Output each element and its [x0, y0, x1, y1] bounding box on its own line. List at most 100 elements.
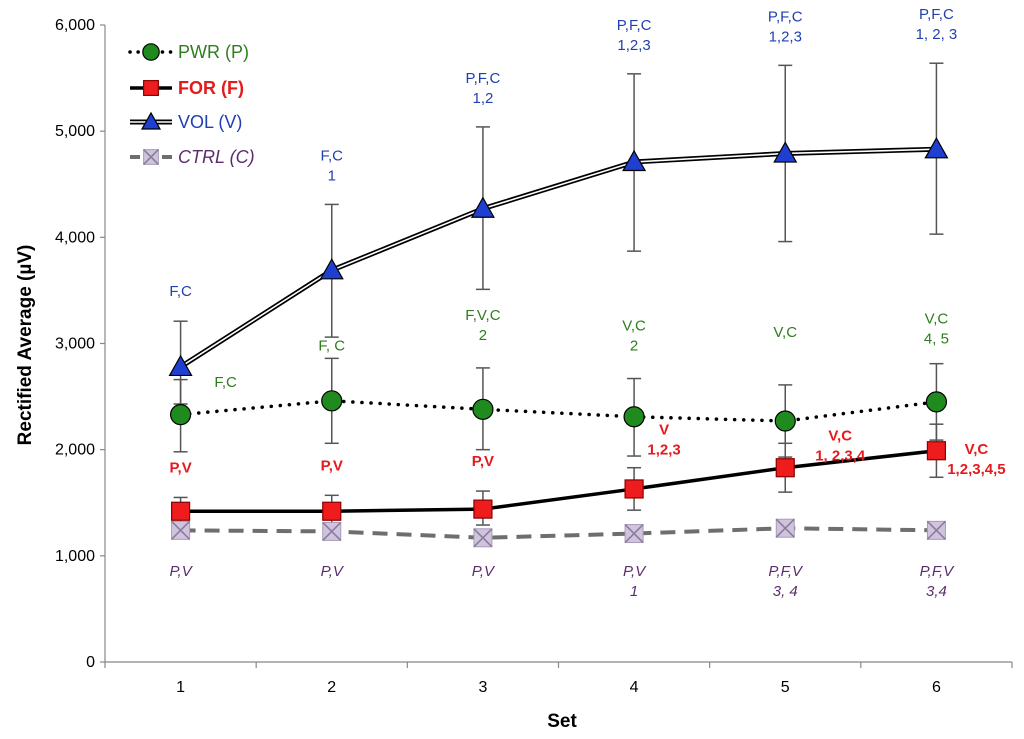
annotation-vol-line2: 1, 2, 3	[916, 26, 958, 43]
data-point-vol	[168, 354, 193, 377]
series-line-ctrl	[180, 526, 937, 540]
legend-label: PWR (P)	[178, 42, 249, 62]
legend-label: VOL (V)	[178, 112, 242, 132]
data-point-pwr	[925, 391, 948, 413]
annotation-layer: F,C F, C F,V,C 2 V,C 2 V,C V,C 4, 5 P,V P,V P,V V 1,2…	[169, 6, 1005, 600]
x-tick-label: 6	[932, 679, 941, 696]
data-point-pwr	[321, 390, 343, 412]
data-point-for	[624, 479, 644, 499]
annotation-vol: P,F,C	[466, 70, 501, 87]
annotation-ctrl: P,V	[169, 563, 193, 580]
annotation-vol: F,C	[321, 147, 344, 164]
legend-marker	[142, 43, 160, 61]
data-point-vol	[924, 136, 949, 159]
annotation-vol: P,F,C	[617, 17, 652, 34]
series-line-for	[180, 448, 937, 513]
data-point-for	[170, 501, 191, 521]
annotation-vol-line2: 1,2,3	[617, 37, 650, 54]
y-tick-label: 2,000	[55, 442, 95, 459]
y-tick-label: 1,000	[55, 548, 95, 565]
legend-label: CTRL (C)	[178, 147, 255, 167]
legend-item-vol: VOL (V)	[130, 111, 242, 132]
annotation-for: P,V	[321, 457, 343, 474]
annotation-pwr: F,C	[214, 374, 237, 391]
data-point-pwr	[774, 410, 796, 432]
legend-marker	[143, 80, 159, 96]
series-line-outer	[179, 146, 937, 369]
data-point-for	[473, 499, 493, 519]
marker-x2	[624, 523, 644, 544]
series-line-path	[180, 526, 937, 540]
x-tick-label: 3	[478, 679, 487, 696]
legend-item-for: FOR (F)	[130, 78, 244, 98]
annotation-pwr-line2: 4, 5	[924, 331, 949, 348]
marker-x2	[775, 518, 795, 538]
x-tick-label: 1	[176, 679, 185, 696]
annotation-for-line2: 1, 2,3,4	[815, 447, 866, 464]
annotation-ctrl: P,V	[472, 563, 496, 580]
annotation-pwr-line2: 2	[630, 338, 638, 355]
data-point-ctrl	[926, 520, 946, 540]
annotation-vol-line2: 1	[328, 167, 336, 184]
y-axis-title: Rectified Average (µV)	[15, 245, 36, 446]
annotation-ctrl: P,F,V	[768, 563, 804, 580]
annotation-ctrl: P,F,V	[920, 563, 956, 580]
data-point-ctrl	[171, 520, 191, 540]
y-tick-label: 5,000	[55, 123, 95, 140]
annotation-ctrl: P,V	[623, 563, 647, 580]
data-point-ctrl	[624, 523, 644, 544]
data-point-for	[775, 458, 795, 478]
legend-marker	[140, 111, 162, 130]
x-tick-label: 2	[327, 679, 336, 696]
data-point-vol	[319, 258, 344, 280]
annotation-for: P,V	[169, 459, 191, 476]
annotation-pwr-line2: 2	[479, 327, 487, 344]
annotation-pwr: F,V,C	[465, 307, 500, 324]
annotation-vol: P,F,C	[919, 6, 954, 23]
annotation-for: V,C	[828, 427, 852, 444]
y-tick-label: 4,000	[55, 229, 95, 246]
annotation-ctrl-line2: 3, 4	[773, 583, 798, 600]
data-point-for	[926, 441, 947, 461]
annotation-vol-line2: 1,2,3	[769, 28, 802, 45]
annotation-vol: F,C	[169, 283, 192, 300]
legend-item-pwr: PWR (P)	[128, 42, 249, 62]
annotation-pwr: V,C	[925, 311, 949, 328]
marker-x2	[171, 520, 191, 540]
annotation-for: V,C	[965, 441, 989, 458]
annotation-ctrl-line2: 3,4	[926, 583, 947, 600]
data-point-pwr	[623, 406, 645, 428]
x-axis-title: Set	[547, 711, 577, 732]
x-tick-label: 5	[781, 679, 790, 696]
annotation-pwr: V,C	[773, 324, 797, 341]
annotation-ctrl-line2: 1	[630, 583, 638, 600]
series-line-inner	[180, 148, 937, 368]
data-point-pwr	[169, 404, 192, 426]
x-tick-label: 4	[630, 679, 639, 696]
annotation-vol: P,F,C	[768, 8, 803, 25]
marker-x2	[322, 521, 342, 541]
annotation-pwr: F, C	[318, 337, 345, 354]
data-point-vol	[773, 141, 798, 163]
annotation-pwr: V,C	[622, 318, 646, 335]
data-point-for	[322, 501, 342, 521]
series-line-vol	[179, 146, 937, 369]
legend: PWR (P) FOR (F) VOL (V) CTRL (C)	[128, 42, 255, 167]
series-line-pwr	[178, 399, 939, 423]
annotation-vol-line2: 1,2	[472, 90, 493, 107]
annotation-for: P,V	[472, 453, 494, 470]
series-layer	[168, 62, 949, 548]
data-point-ctrl	[775, 518, 795, 538]
annotation-for-line2: 1,2,3	[647, 442, 680, 459]
legend-item-ctrl: CTRL (C)	[130, 147, 255, 167]
marker-x2	[473, 528, 493, 548]
y-tick-label: 3,000	[55, 336, 95, 353]
marker-x2	[926, 520, 946, 540]
series-line-path	[178, 399, 939, 423]
y-tick-label: 6,000	[55, 17, 95, 34]
data-point-ctrl	[473, 528, 493, 548]
y-tick-label: 0	[86, 654, 95, 671]
data-point-vol	[470, 196, 495, 218]
marker-x2	[143, 149, 159, 165]
